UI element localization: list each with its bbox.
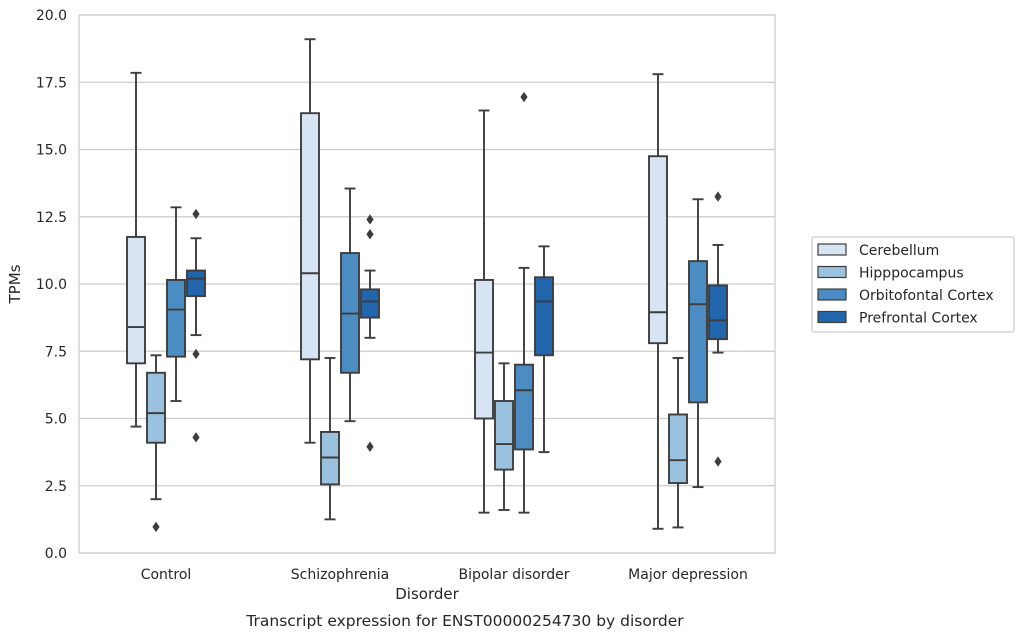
box-orbitofontal-cortex xyxy=(688,198,708,489)
box-prefrontal-cortex xyxy=(534,245,554,454)
legend-label: Cerebellum xyxy=(859,243,939,259)
box-cerebellum xyxy=(648,73,668,530)
y-tick-label: 20.0 xyxy=(36,8,67,24)
y-tick-label: 2.5 xyxy=(45,479,67,495)
legend-label: Prefrontal Cortex xyxy=(859,311,978,327)
outlier-point xyxy=(192,208,200,220)
box-hipppocampus xyxy=(668,357,688,529)
y-tick-label: 15.0 xyxy=(36,143,67,159)
legend-swatch xyxy=(817,310,847,324)
plot-area-frame xyxy=(78,14,776,554)
iqr-box xyxy=(494,400,514,471)
box-prefrontal-cortex xyxy=(186,208,206,443)
iqr-box xyxy=(186,269,206,298)
iqr-box xyxy=(300,112,320,361)
legend-item[interactable]: Cerebellum xyxy=(817,243,939,259)
iqr-box xyxy=(688,260,708,404)
y-tick-label: 0.0 xyxy=(45,546,67,562)
y-tick-label: 10.0 xyxy=(36,277,67,293)
outlier-point xyxy=(714,456,722,467)
x-tick-labels: Control Schizophrenia Bipolar disorder Majo… xyxy=(141,567,748,583)
iqr-box xyxy=(648,155,668,345)
legend-swatch xyxy=(817,288,847,301)
box-cerebellum xyxy=(126,71,146,428)
outlier-point xyxy=(152,521,160,533)
x-tick-label: Bipolar disorder xyxy=(458,567,569,583)
box-hipppocampus xyxy=(146,354,166,533)
iqr-box xyxy=(708,284,728,341)
y-tick-label: 17.5 xyxy=(36,75,67,91)
x-tick-label: Schizophrenia xyxy=(291,567,389,583)
x-axis-label: Disorder xyxy=(395,585,459,603)
iqr-box xyxy=(668,413,688,485)
box-hipppocampus xyxy=(320,357,340,521)
legend-swatch xyxy=(817,243,847,256)
x-tick-label: Control xyxy=(141,567,192,583)
box-hipppocampus xyxy=(494,362,514,511)
outlier-point xyxy=(192,348,200,360)
outlier-point xyxy=(520,91,528,103)
y-tick-label: 5.0 xyxy=(45,412,67,428)
iqr-box xyxy=(534,276,554,357)
legend-item[interactable]: Hipppocampus xyxy=(817,265,964,282)
legend-item[interactable]: Orbitofontal Cortex xyxy=(817,288,994,304)
legend-label: Orbitofontal Cortex xyxy=(859,288,994,304)
outlier-point xyxy=(366,229,374,240)
y-tick-labels: 0.0 2.5 5.0 7.5 10.0 12.5 15.0 17.5 20.0 xyxy=(36,8,67,562)
iqr-box xyxy=(126,235,146,365)
legend-swatch xyxy=(817,265,847,279)
iqr-box xyxy=(146,371,166,444)
y-tick-label: 12.5 xyxy=(36,210,67,226)
iqr-box xyxy=(514,363,534,451)
box-orbitofontal-cortex xyxy=(340,187,360,423)
box-orbitofontal-cortex xyxy=(166,206,186,402)
iqr-box xyxy=(166,279,186,358)
iqr-box xyxy=(474,279,494,420)
iqr-box xyxy=(360,288,380,319)
box-cerebellum xyxy=(300,38,320,444)
box-cerebellum xyxy=(474,109,494,514)
box-orbitofontal-cortex xyxy=(514,91,534,514)
boxes xyxy=(126,38,728,533)
legend-frame xyxy=(811,236,1015,333)
box-prefrontal-cortex xyxy=(360,214,380,452)
outlier-point xyxy=(192,432,200,443)
box-prefrontal-cortex xyxy=(708,191,728,467)
outlier-point xyxy=(366,214,374,225)
legend[interactable]: Cerebellum Hipppocampus Orbitofontal Corte… xyxy=(811,236,1015,333)
chart-caption: Transcript expression for ENST0000025473… xyxy=(245,612,684,630)
x-tick-label: Major depression xyxy=(628,567,748,583)
outlier-point xyxy=(366,441,374,452)
outlier-point xyxy=(714,191,722,202)
y-axis-label: TPMs xyxy=(6,264,24,304)
legend-label: Hipppocampus xyxy=(859,266,964,282)
legend-item[interactable]: Prefrontal Cortex xyxy=(817,310,978,327)
y-tick-label: 7.5 xyxy=(45,344,67,360)
